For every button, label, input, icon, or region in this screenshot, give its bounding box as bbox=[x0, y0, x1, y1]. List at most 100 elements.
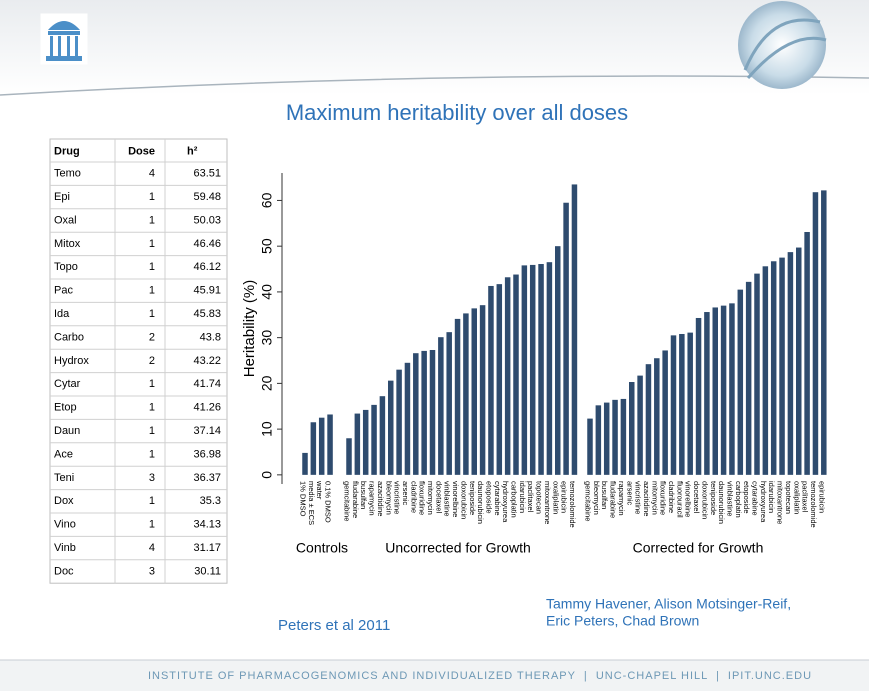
citation: Peters et al 2011 bbox=[278, 617, 390, 634]
column-header: h² bbox=[187, 145, 198, 157]
y-tick-label: 60 bbox=[259, 192, 275, 208]
bar bbox=[729, 303, 735, 475]
bar bbox=[380, 396, 386, 475]
x-tick-label: azacitidine bbox=[642, 481, 651, 516]
x-tick-label: teniposide bbox=[709, 481, 718, 515]
bar bbox=[687, 333, 693, 475]
x-tick-label: carboplatin bbox=[734, 481, 743, 518]
x-tick-label: arsenic bbox=[625, 481, 634, 505]
bar bbox=[430, 350, 436, 475]
bar bbox=[779, 258, 785, 475]
x-tick-label: gemcitabine bbox=[343, 481, 352, 521]
table-cell: 3 bbox=[149, 565, 155, 577]
bar bbox=[596, 405, 602, 475]
x-tick-label: cladribine bbox=[667, 481, 676, 513]
slide-title: Maximum heritability over all doses bbox=[286, 100, 628, 125]
table-cell: 43.8 bbox=[200, 331, 221, 343]
bar bbox=[488, 286, 494, 475]
x-tick-label: mitomycin bbox=[650, 481, 659, 515]
x-tick-label: busulfan bbox=[600, 481, 609, 509]
table-cell: Etop bbox=[54, 402, 77, 414]
table-cell: 34.13 bbox=[193, 519, 221, 531]
x-tick-label: vincristine bbox=[393, 481, 402, 514]
bar bbox=[463, 313, 469, 474]
y-tick-label: 10 bbox=[259, 421, 275, 437]
x-tick-label: temozolomide bbox=[809, 481, 818, 528]
x-tick-label: floxuridine bbox=[418, 481, 427, 515]
x-tick-label: azacitidine bbox=[376, 481, 385, 516]
bar bbox=[796, 248, 802, 475]
bar bbox=[446, 332, 452, 475]
table-cell: 41.26 bbox=[193, 402, 221, 414]
bar bbox=[679, 334, 685, 475]
table-cell: 45.91 bbox=[193, 285, 221, 297]
table-cell: Pac bbox=[54, 285, 73, 297]
bar bbox=[497, 284, 503, 475]
x-tick-label: topotecan bbox=[535, 481, 544, 514]
x-tick-label: topotecan bbox=[784, 481, 793, 514]
table: DrugDoseh²Temo463.51Epi159.48Oxal150.03M… bbox=[50, 139, 227, 583]
group-label: Uncorrected for Growth bbox=[385, 540, 531, 556]
table-cell: 4 bbox=[149, 168, 155, 180]
x-tick-label: vinorelbine bbox=[451, 481, 460, 517]
table-cell: 43.22 bbox=[193, 355, 221, 367]
x-tick-label: teniposide bbox=[468, 481, 477, 515]
group-label: Corrected for Growth bbox=[633, 540, 764, 556]
table-cell: 45.83 bbox=[193, 308, 221, 320]
table-cell: 1 bbox=[149, 425, 155, 437]
table-cell: Doc bbox=[54, 565, 74, 577]
x-tick-label: mitomycin bbox=[426, 481, 435, 515]
x-tick-label: mitoxantrone bbox=[543, 481, 552, 524]
table-cell: 1 bbox=[149, 285, 155, 297]
bar bbox=[572, 184, 578, 474]
bar bbox=[555, 246, 561, 475]
table-cell: Topo bbox=[54, 261, 78, 273]
bar bbox=[438, 337, 444, 475]
bar bbox=[547, 262, 553, 475]
bar bbox=[563, 203, 569, 475]
bar bbox=[522, 265, 528, 474]
table-cell: Hydrox bbox=[54, 355, 89, 367]
authors: Tammy Havener, Alison Motsinger-Reif, bbox=[546, 596, 791, 612]
table-cell: Epi bbox=[54, 191, 70, 203]
x-tick-label: arsenic bbox=[401, 481, 410, 505]
table-cell: Vinb bbox=[54, 542, 76, 554]
table-cell: Vino bbox=[54, 519, 76, 531]
bar bbox=[621, 399, 627, 475]
bar bbox=[821, 190, 827, 474]
bar bbox=[355, 414, 361, 475]
y-tick-label: 0 bbox=[259, 471, 275, 479]
y-tick-label: 40 bbox=[259, 284, 275, 300]
table-cell: 50.03 bbox=[193, 214, 221, 226]
table-cell: Temo bbox=[54, 168, 81, 180]
bar bbox=[662, 350, 668, 474]
x-tick-label: daunorubicin bbox=[717, 481, 726, 524]
bar bbox=[646, 364, 652, 475]
x-tick-label: docetaxel bbox=[434, 481, 443, 513]
group-label: Controls bbox=[296, 540, 348, 556]
bar bbox=[327, 414, 333, 474]
table-cell: 4 bbox=[149, 542, 155, 554]
table-cell: 2 bbox=[149, 331, 155, 343]
table-cell: 3 bbox=[149, 472, 155, 484]
bar bbox=[480, 305, 486, 475]
x-tick-label: media ± ECS bbox=[307, 481, 316, 525]
bar bbox=[530, 265, 536, 475]
x-tick-label: bleomycin bbox=[592, 481, 601, 515]
bar bbox=[671, 335, 677, 474]
x-tick-label: paclitaxel bbox=[526, 481, 535, 513]
x-tick-label: cladribine bbox=[409, 481, 418, 513]
bar bbox=[587, 419, 593, 475]
bar bbox=[302, 453, 308, 475]
bar bbox=[346, 438, 352, 475]
bar bbox=[788, 252, 794, 475]
x-tick-label: etoposide bbox=[742, 481, 751, 514]
table-cell: Cytar bbox=[54, 378, 81, 390]
table-cell: 1 bbox=[149, 495, 155, 507]
table-cell: Ida bbox=[54, 308, 70, 320]
bar bbox=[696, 318, 702, 475]
x-tick-label: doxorubicin bbox=[700, 481, 709, 519]
bar bbox=[311, 422, 317, 475]
table-cell: 36.98 bbox=[193, 448, 221, 460]
table-cell: 46.12 bbox=[193, 261, 221, 273]
